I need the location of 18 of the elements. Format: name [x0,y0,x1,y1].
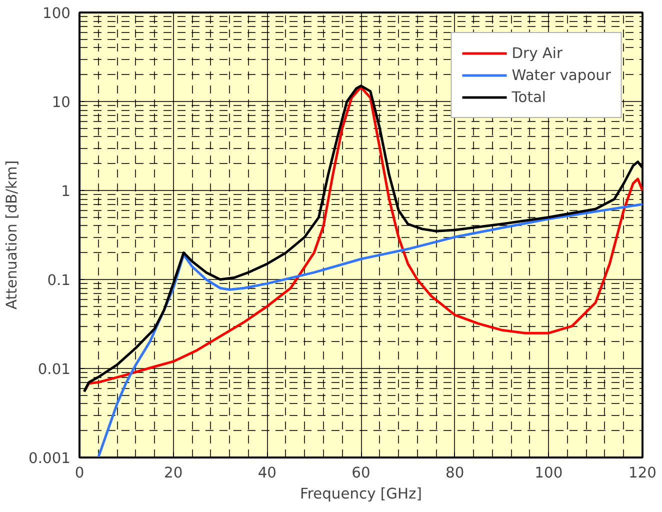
y-tick-label: 1 [61,183,71,200]
y-tick-label: 0.001 [28,450,71,467]
legend-label: Dry Air [512,44,563,62]
y-tick-label: 0.01 [38,361,71,378]
legend-label: Total [512,88,546,106]
x-tick-label: 60 [352,464,370,482]
y-tick-label: 0.1 [47,272,71,289]
x-tick-label: 100 [534,464,563,482]
x-tick-label: 120 [628,464,656,482]
x-tick-label: 40 [258,464,276,482]
y-axis-title: Attenuation [dB/km] [4,160,21,310]
y-tick-label: 100 [42,5,71,22]
y-tick-label: 10 [52,94,71,111]
x-tick-label: 80 [446,464,464,482]
x-tick-label: 20 [164,464,183,482]
x-axis-title: Frequency [GHz] [300,486,422,502]
x-tick-label: 0 [74,464,84,482]
legend-label: Water vapour [512,66,611,84]
